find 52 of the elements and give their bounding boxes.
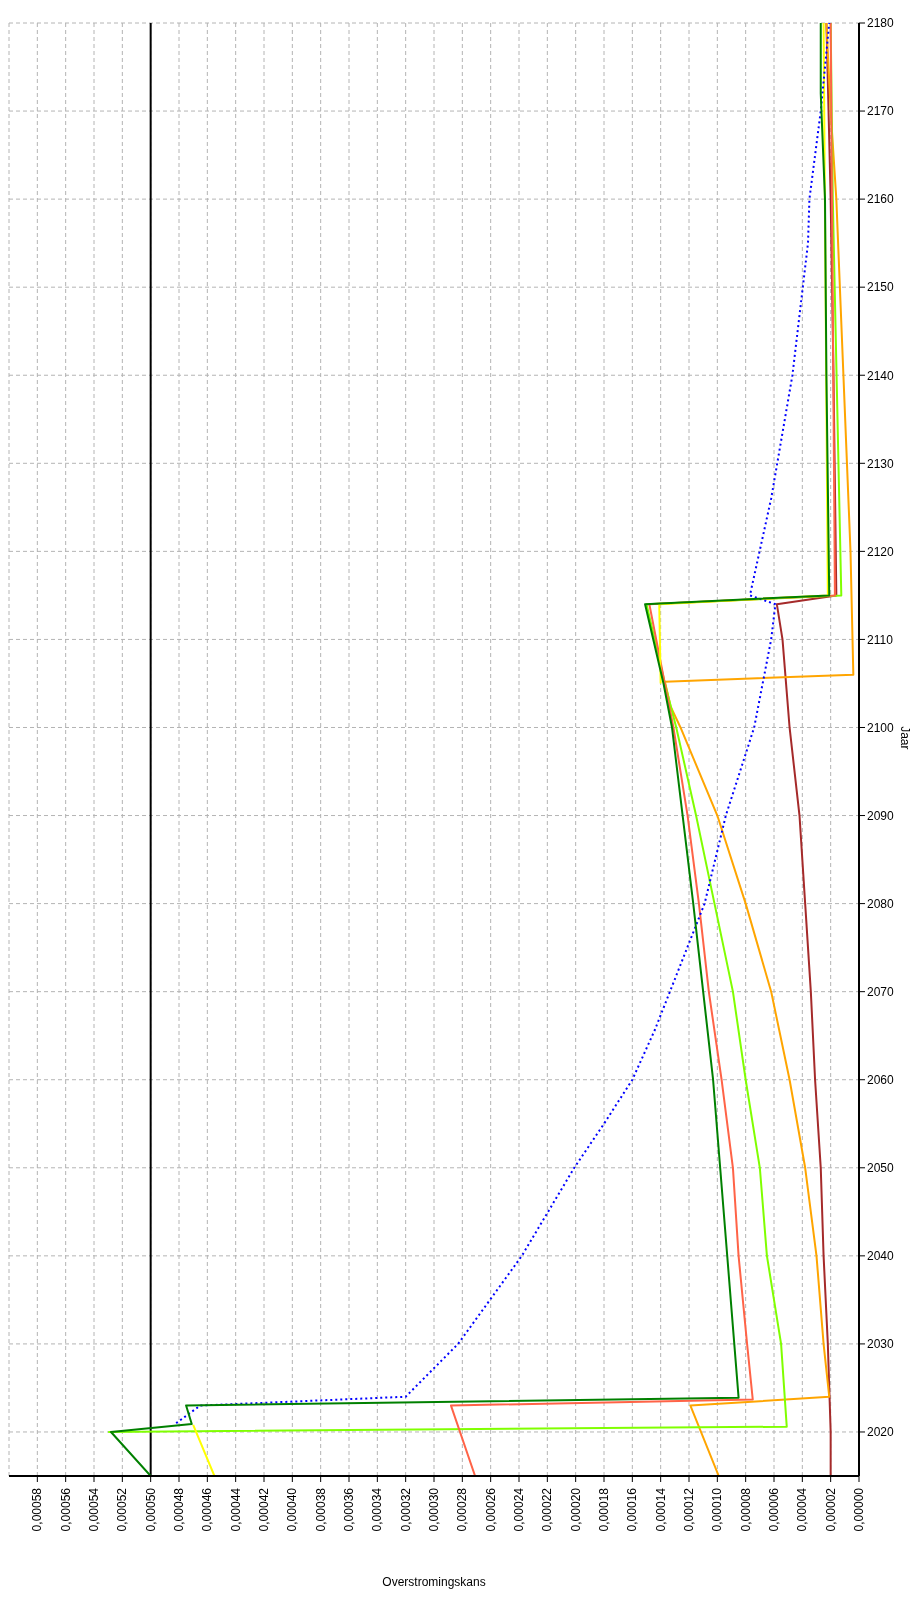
- y-tick-label: 2110: [867, 632, 894, 647]
- y-tick-label: 2060: [867, 1072, 895, 1087]
- x-tick-label: 0,00040: [285, 1487, 300, 1532]
- x-tick-label: 0,00046: [200, 1487, 215, 1532]
- x-tick-label: 0,00054: [87, 1487, 101, 1532]
- x-tick-label: 0,00022: [540, 1487, 555, 1532]
- y-tick-label: 2040: [867, 1249, 895, 1264]
- x-tick-label: 0,00024: [512, 1487, 526, 1532]
- y-tick-label: 2170: [867, 104, 895, 119]
- y-axis-title: Jaar: [897, 726, 912, 750]
- y-tick-label: 2150: [867, 280, 895, 295]
- y-tick-label: 2160: [867, 192, 895, 207]
- y-tick-label: 2050: [867, 1161, 895, 1176]
- line-series: [775, 23, 838, 1476]
- x-tick-label: 0,00004: [795, 1487, 810, 1532]
- x-tick-label: 0,00042: [257, 1487, 271, 1532]
- line-series: [663, 23, 855, 1476]
- x-tick-label: 0,00058: [30, 1487, 45, 1532]
- x-tick-label: 0,00016: [625, 1487, 640, 1532]
- x-tick-label: 0,00028: [455, 1487, 470, 1532]
- y-tick-label: 2020: [867, 1425, 895, 1440]
- x-axis-title: Overstromingskans: [382, 1575, 486, 1589]
- x-tick-label: 0,00010: [710, 1487, 725, 1532]
- y-tick-label: 2080: [867, 896, 895, 911]
- x-tick-label: 0,00002: [823, 1487, 838, 1532]
- x-tick-label: 0,00050: [143, 1487, 158, 1532]
- y-tick-label: 2090: [867, 808, 895, 823]
- x-tick-label: 0,00044: [228, 1487, 243, 1532]
- x-tick-label: 0,00008: [738, 1487, 753, 1532]
- x-tick-label: 0,00000: [852, 1487, 866, 1532]
- x-tick-label: 0,00038: [313, 1487, 328, 1532]
- y-tick-label: 2130: [867, 456, 895, 471]
- x-tick-label: 0,00032: [398, 1487, 413, 1532]
- x-tick-label: 0,00012: [682, 1487, 696, 1532]
- y-tick-label: 2180: [867, 16, 895, 31]
- x-tick-label: 0,00056: [58, 1487, 73, 1532]
- x-tick-label: 0,00030: [427, 1487, 441, 1532]
- x-tick-label: 0,00048: [172, 1487, 186, 1532]
- y-tick-label: 2030: [867, 1337, 895, 1352]
- x-tick-label: 0,00018: [597, 1487, 611, 1532]
- y-tick-label: 2070: [867, 984, 895, 999]
- line-series: [450, 23, 836, 1476]
- y-tick-label: 2140: [867, 368, 895, 383]
- x-tick-label: 0,00034: [370, 1487, 385, 1532]
- x-tick-label: 0,00052: [115, 1487, 130, 1532]
- x-tick-label: 0,00020: [568, 1487, 583, 1532]
- y-tick-label: 2100: [867, 720, 895, 735]
- x-tick-label: 0,00036: [342, 1487, 356, 1532]
- y-tick-label: 2120: [867, 544, 895, 559]
- x-tick-label: 0,00006: [767, 1487, 781, 1532]
- x-tick-label: 0,00014: [653, 1487, 668, 1532]
- x-tick-label: 0,00026: [483, 1487, 498, 1532]
